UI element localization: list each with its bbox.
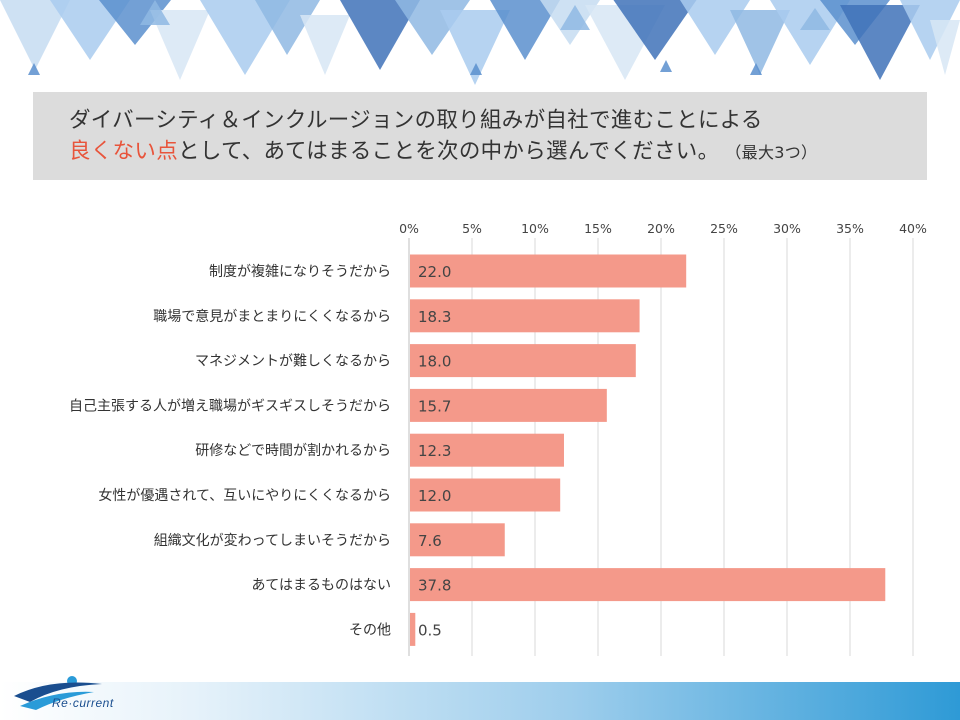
decorative-triangle	[440, 10, 510, 85]
x-tick-label: 10%	[521, 221, 549, 236]
category-label: 自己主張する人が増え職場がギスギスしそうだから	[69, 398, 391, 414]
bar	[410, 612, 416, 646]
x-tick-label: 35%	[836, 221, 864, 236]
decorative-triangle	[140, 0, 170, 25]
bar	[410, 254, 687, 288]
decorative-triangle	[150, 10, 210, 80]
bar-value-label: 37.8	[418, 577, 451, 595]
x-tick-label: 25%	[710, 221, 738, 236]
bar-value-label: 18.3	[418, 308, 451, 326]
category-label: 研修などで時間が割かれるから	[195, 442, 391, 459]
decorative-triangle	[730, 10, 790, 75]
x-tick-label: 20%	[647, 221, 675, 236]
decorative-triangle	[613, 0, 697, 60]
recurrent-logo-icon	[14, 676, 102, 710]
decorative-triangle	[770, 0, 850, 65]
bar	[410, 523, 505, 557]
x-tick-label: 40%	[899, 221, 927, 236]
bar	[410, 344, 636, 378]
decorative-triangle	[840, 5, 920, 80]
bar-value-label: 7.6	[418, 532, 442, 550]
x-tick-label: 0%	[399, 221, 419, 236]
footer-band	[0, 682, 960, 720]
decorative-triangle	[560, 5, 590, 30]
question-title-rest: として、あてはまることを次の中から選んでください。	[178, 139, 720, 164]
x-tick-label: 15%	[584, 221, 612, 236]
decorative-triangle	[900, 0, 960, 60]
bar-value-label: 18.0	[418, 353, 451, 371]
logo-text: Re·current	[52, 696, 114, 710]
category-label: マネジメントが難しくなるから	[195, 354, 391, 370]
decorative-triangle	[255, 0, 320, 55]
category-label: 制度が複雑になりそうだから	[209, 263, 391, 280]
decorative-triangle	[300, 15, 350, 75]
bar	[410, 388, 607, 422]
decorative-triangle	[490, 0, 560, 60]
x-tick-label: 30%	[773, 221, 801, 236]
bar-chart: 0% 5% 10% 15% 20% 25% 30% 35% 40% 22.0 制度が複雑になりそうだ…	[69, 221, 927, 656]
bar-value-label: 15.7	[418, 397, 451, 415]
bar	[410, 433, 564, 467]
question-title-line1: ダイバーシティ＆インクルージョンの取り組みが自社で進むことによる	[69, 108, 763, 133]
category-label: 組織文化が変わってしまいそうだから	[154, 532, 391, 549]
bar-value-label: 12.0	[418, 487, 451, 505]
decorative-triangle	[0, 0, 70, 70]
decorative-triangle	[50, 0, 130, 60]
decorative-triangle	[470, 63, 482, 75]
bar-value-label: 22.0	[418, 263, 451, 281]
decorative-triangle	[660, 60, 672, 72]
bar	[410, 568, 886, 602]
decorative-triangle	[930, 20, 960, 75]
question-title-line2: 良くない点として、あてはまることを次の中から選んでください。 （最大3つ）	[69, 136, 927, 168]
decorative-triangle	[28, 63, 40, 75]
x-tick-label: 5%	[462, 221, 482, 236]
category-label: 職場で意見がまとまりにくくなるから	[153, 308, 391, 325]
category-label: その他	[349, 622, 391, 638]
category-label: 女性が優遇されて、互いにやりにくくなるから	[98, 487, 391, 504]
question-title-note: （最大3つ）	[733, 143, 818, 162]
question-title-box: ダイバーシティ＆インクルージョンの取り組みが自社で進むことによる 良くない点とし…	[33, 92, 927, 180]
decorative-triangle	[750, 63, 762, 75]
bar	[410, 299, 640, 333]
question-title-highlight: 良くない点	[69, 139, 179, 164]
decorative-triangle	[800, 8, 830, 30]
bar-value-label: 0.5	[418, 621, 442, 639]
bar-value-label: 12.3	[418, 442, 451, 460]
triangle-pattern-decoration	[0, 0, 960, 85]
decorative-triangle	[340, 0, 420, 70]
category-label: あてはまるものはない	[252, 578, 391, 594]
bar	[410, 478, 561, 512]
